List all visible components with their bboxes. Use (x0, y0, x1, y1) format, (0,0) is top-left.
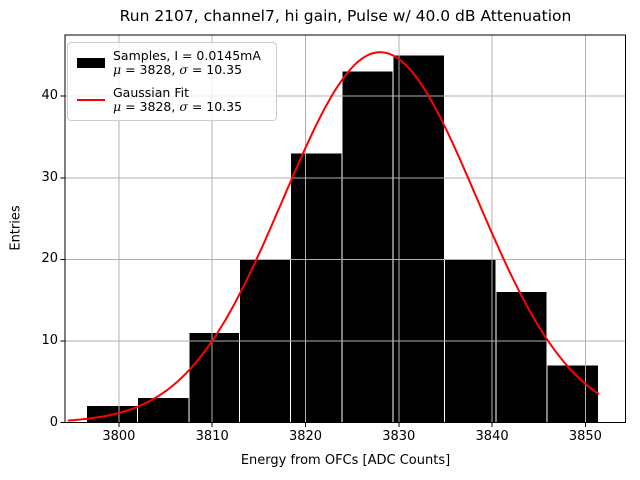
samples-swatch-icon (77, 58, 105, 68)
y-tick-label: 40 (41, 88, 58, 104)
legend-entry-samples: Samples, I = 0.0145mA μ = 3828, σ = 10.35 (77, 49, 268, 77)
histogram-bar (291, 153, 342, 423)
gaussian-fit-swatch (77, 98, 105, 102)
legend: Samples, I = 0.0145mA μ = 3828, σ = 10.35… (67, 42, 277, 121)
gaussian-fit-swatch-icon (77, 98, 105, 102)
axes-frame (64, 34, 626, 423)
histogram-bar (496, 292, 547, 423)
x-tick-label: 3820 (288, 429, 323, 444)
y-tick-label: 10 (41, 332, 58, 348)
x-tick-label: 3840 (475, 429, 509, 444)
legend-entry-gaussian-fit: Gaussian Fit μ = 3828, σ = 10.35 (77, 86, 268, 114)
legend-label-line2: μ = 3828, σ = 10.35 (113, 99, 243, 114)
y-tick-label: 0 (49, 414, 58, 430)
chart-title: Run 2107, channel7, hi gain, Pulse w/ 40… (119, 7, 572, 25)
x-axis-label: Energy from OFCs [ADC Counts] (240, 453, 451, 468)
x-tick-label: 3800 (102, 429, 136, 444)
y-tick-label: 20 (41, 251, 58, 267)
histogram-bar (342, 71, 393, 423)
y-axis-label: Entries (8, 205, 24, 251)
legend-label: Gaussian Fit μ = 3828, σ = 10.35 (113, 86, 242, 114)
legend-label-line1: Samples, I = 0.0145mA (113, 48, 261, 63)
y-tick-label: 30 (41, 169, 58, 185)
gaussian-curve (67, 51, 600, 422)
x-tick-label: 3850 (568, 429, 602, 444)
x-tick-label: 3810 (195, 429, 229, 444)
samples-swatch (77, 58, 105, 68)
histogram-bar (189, 332, 239, 423)
legend-label: Samples, I = 0.0145mA μ = 3828, σ = 10.35 (113, 49, 261, 77)
histogram-bar (393, 55, 444, 423)
x-tick-label: 3830 (382, 429, 416, 444)
histogram-bar (547, 365, 598, 423)
histogram-bar (138, 398, 189, 423)
legend-label-line2: μ = 3828, σ = 10.35 (113, 62, 243, 77)
legend-label-line1: Gaussian Fit (113, 85, 189, 100)
